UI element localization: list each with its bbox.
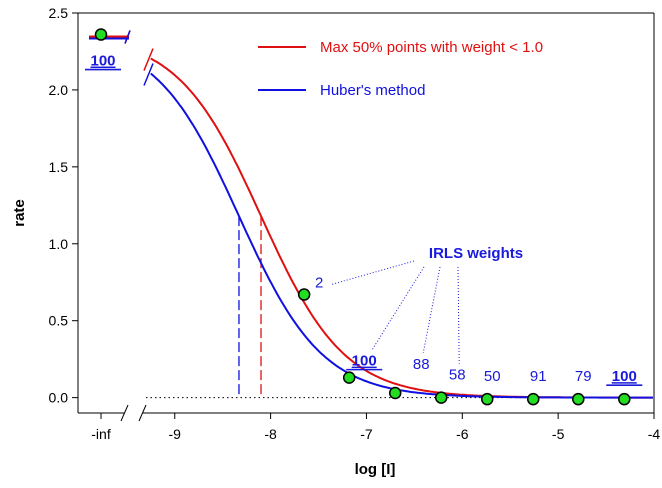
x-axis-title: log [I]	[355, 461, 396, 478]
weight-label: 58	[449, 367, 466, 384]
weight-label: 2	[315, 275, 323, 292]
x-tick-label: -8	[264, 426, 277, 442]
y-tick-label: 0.5	[49, 313, 69, 329]
plot-area	[89, 30, 654, 399]
x-tick-label-inf: -inf	[91, 426, 111, 442]
curve-line	[150, 72, 653, 399]
weight-label: 91	[530, 368, 547, 385]
axis-break-mark	[138, 404, 147, 422]
weight-label: 100	[352, 353, 377, 370]
annotation-leader	[422, 266, 441, 354]
data-point	[572, 392, 585, 406]
data-point	[297, 288, 311, 301]
x-tick-label: -6	[456, 426, 469, 442]
y-tick-label: 1.0	[49, 236, 69, 252]
data-point	[342, 371, 356, 384]
annotation-leader	[371, 266, 425, 350]
legend-label: Max 50% points with weight < 1.0	[320, 39, 543, 56]
weight-label: 50	[484, 368, 501, 385]
x-tick-label: -9	[169, 426, 182, 442]
data-point	[480, 392, 494, 406]
y-tick-label: 0.0	[49, 390, 69, 406]
data-point	[526, 392, 540, 406]
annotation-leader	[331, 260, 415, 286]
data-point	[618, 392, 631, 406]
data-point	[388, 386, 402, 400]
y-tick-label: 2.0	[49, 82, 69, 98]
axis-break-mark	[120, 404, 129, 422]
y-tick-label: 1.5	[49, 159, 69, 175]
curve-line	[150, 57, 653, 399]
curve-break-mark	[143, 48, 154, 71]
data-point	[434, 391, 448, 404]
x-tick-label: -4	[648, 426, 661, 442]
annotation-title: IRLS weights	[429, 245, 523, 262]
weight-label: 79	[575, 368, 592, 385]
curve-break-mark	[143, 63, 154, 86]
legend: Max 50% points with weight < 1.0 Huber's …	[258, 39, 543, 99]
x-tick-label: -7	[360, 426, 373, 442]
axes: 0.0 0.5 1.0 1.5 2.0 2.5 -inf -9 -8 -7 -6 -5 -4 log [I…	[11, 5, 660, 478]
annotation-leader	[457, 266, 460, 364]
weight-label: 100	[90, 53, 115, 70]
legend-label: Huber's method	[320, 82, 425, 99]
x-tick-label: -5	[552, 426, 565, 442]
curve-break-mark	[124, 30, 131, 44]
y-tick-label: 2.5	[49, 5, 69, 21]
weight-label: 88	[413, 356, 430, 373]
data-point	[94, 28, 108, 41]
y-axis-title: rate	[11, 199, 28, 227]
weight-label: 100	[612, 368, 637, 385]
data-points	[94, 28, 631, 406]
weight-labels: 100 2 100 88 58 50 91 79 100 IRLS weights	[85, 53, 643, 386]
